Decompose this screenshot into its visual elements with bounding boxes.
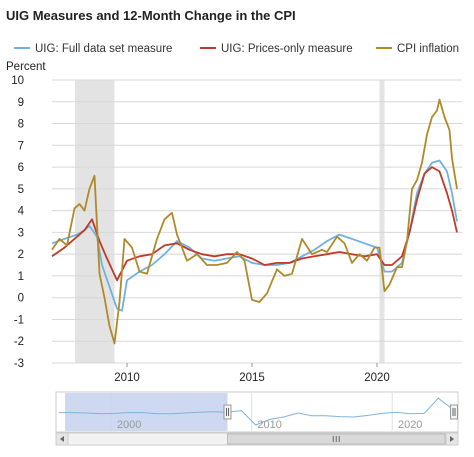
scrollbar-grip-icon <box>332 436 340 442</box>
legend-item-cpi[interactable]: CPI inflation <box>376 43 459 55</box>
y-tick-label: 1 <box>18 271 24 283</box>
y-tick-label: 2 <box>18 249 24 261</box>
y-tick-label: 7 <box>18 140 24 152</box>
scroll-right-button[interactable] <box>445 432 459 446</box>
y-tick-label: 8 <box>18 119 24 131</box>
legend: UIG: Full data set measure UIG: Prices-o… <box>14 43 459 55</box>
arrow-left-icon <box>60 436 64 442</box>
series-line-prices-only <box>51 166 458 282</box>
y-tick-label: -1 <box>14 314 24 326</box>
y-axis-label: Percent <box>6 61 46 73</box>
y-tick-label: 4 <box>18 206 25 218</box>
recession-band <box>379 80 385 363</box>
legend-item-full-data[interactable]: UIG: Full data set measure <box>14 43 172 55</box>
navigator[interactable]: 2000 2010 2020 <box>55 391 459 433</box>
legend-item-prices-only[interactable]: UIG: Prices-only measure <box>200 43 353 55</box>
gridlines <box>52 79 462 364</box>
recession-shading <box>75 80 385 363</box>
legend-label-cpi: CPI inflation <box>397 43 459 55</box>
navigator-history-line <box>58 397 453 426</box>
x-axis-ticks: 2010 2015 2020 <box>114 363 390 384</box>
y-tick-label: 0 <box>18 293 24 305</box>
navigator-ticks: 2000 2010 2020 <box>117 419 423 431</box>
navigator-tick-label: 2020 <box>398 419 422 431</box>
y-tick-label: 6 <box>18 162 24 174</box>
arrow-right-icon <box>450 436 454 442</box>
y-tick-label: 10 <box>11 75 24 87</box>
x-tick-label: 2020 <box>364 372 390 384</box>
legend-label-full-data: UIG: Full data set measure <box>35 43 172 55</box>
y-tick-label: 9 <box>18 97 24 109</box>
y-tick-label: -2 <box>14 336 24 348</box>
navigator-handle-left[interactable] <box>223 404 232 420</box>
navigator-handle-right[interactable] <box>450 404 458 420</box>
series-line-cpi <box>51 98 458 345</box>
scrollbar[interactable] <box>55 432 459 446</box>
y-tick-label: 5 <box>18 184 24 196</box>
chart-title: UIG Measures and 12-Month Change in the … <box>6 8 296 23</box>
navigator-tick-label: 2010 <box>257 419 281 431</box>
scroll-left-button[interactable] <box>55 432 69 446</box>
y-tick-label: 3 <box>18 227 24 239</box>
legend-label-prices-only: UIG: Prices-only measure <box>221 43 353 55</box>
navigator-tick-label: 2000 <box>117 419 141 431</box>
x-tick-label: 2015 <box>239 372 265 384</box>
x-tick-label: 2010 <box>114 372 140 384</box>
series-lines <box>51 98 458 345</box>
y-tick-label: -3 <box>14 358 24 370</box>
